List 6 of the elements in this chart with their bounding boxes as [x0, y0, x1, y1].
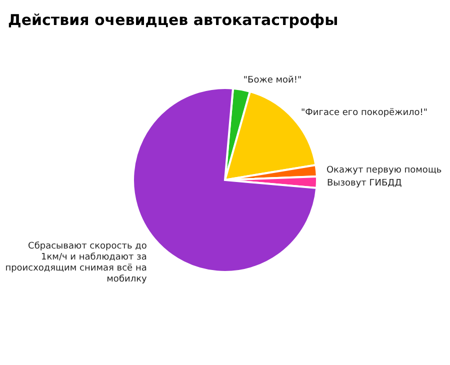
slice-label: Сбрасывают скорость до 1км/ч и наблюдают за происходящим снимая всё на мобилку: [5, 242, 148, 285]
chart-title: Действия очевидцев автокатастрофы: [8, 11, 338, 29]
slice-label: Окажут первую помощь: [326, 166, 442, 176]
slice-label: "Фигасе его покорёжило!": [301, 108, 428, 118]
slice-label: Вызовут ГИБДД: [326, 178, 402, 188]
slice-label: "Боже мой!": [243, 76, 302, 86]
